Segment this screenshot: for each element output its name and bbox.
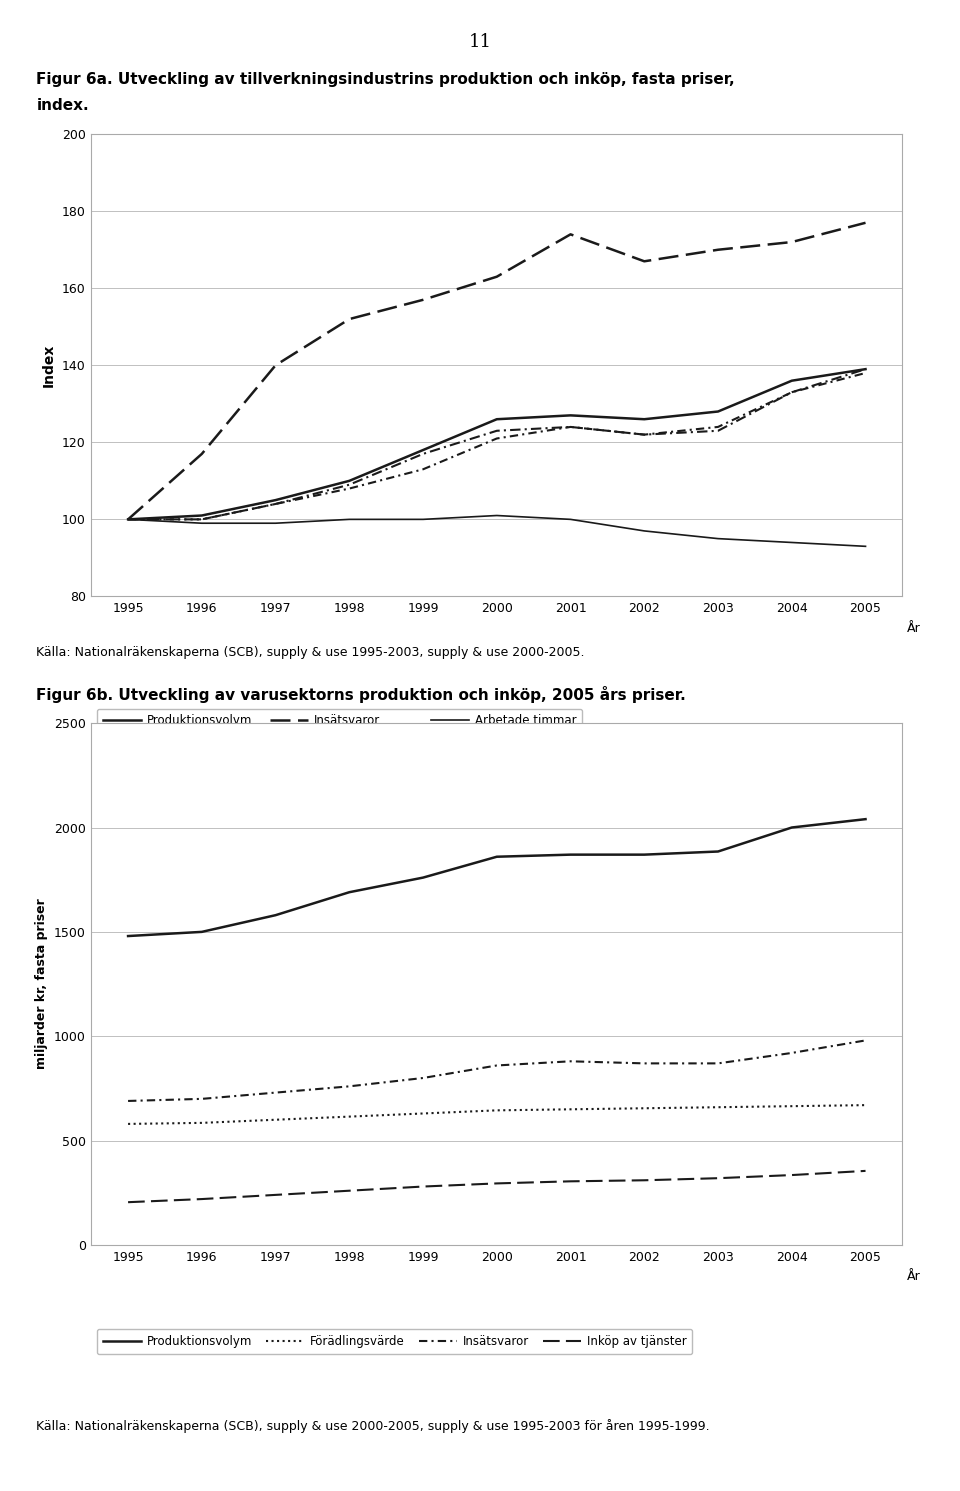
Legend: Produktionsvolym, Förädlingsvärde, Insätsvaror, Inköp av tjänster: Produktionsvolym, Förädlingsvärde, Insät… xyxy=(97,1328,692,1354)
Text: Figur 6a. Utveckling av tillverkningsindustrins produktion och inköp, fasta pris: Figur 6a. Utveckling av tillverkningsind… xyxy=(36,72,735,86)
Y-axis label: Index: Index xyxy=(42,343,57,388)
Text: Källa: Nationalräkenskaperna (SCB), supply & use 1995-2003, supply & use 2000-20: Källa: Nationalräkenskaperna (SCB), supp… xyxy=(36,646,585,659)
Legend: Produktionsvolym, Förädlingsvärde, Insätsvaror, Inköp av tjänster, Arbetade timm: Produktionsvolym, Förädlingsvärde, Insät… xyxy=(97,708,582,753)
Y-axis label: miljarder kr, fasta priser: miljarder kr, fasta priser xyxy=(36,899,48,1069)
Text: index.: index. xyxy=(36,98,89,113)
Text: År: År xyxy=(906,1270,921,1284)
Text: År: År xyxy=(906,622,921,635)
Text: Källa: Nationalräkenskaperna (SCB), supply & use 2000-2005, supply & use 1995-20: Källa: Nationalräkenskaperna (SCB), supp… xyxy=(36,1419,710,1433)
Text: Figur 6b. Utveckling av varusektorns produktion och inköp, 2005 års priser.: Figur 6b. Utveckling av varusektorns pro… xyxy=(36,686,686,702)
Text: 11: 11 xyxy=(468,33,492,51)
